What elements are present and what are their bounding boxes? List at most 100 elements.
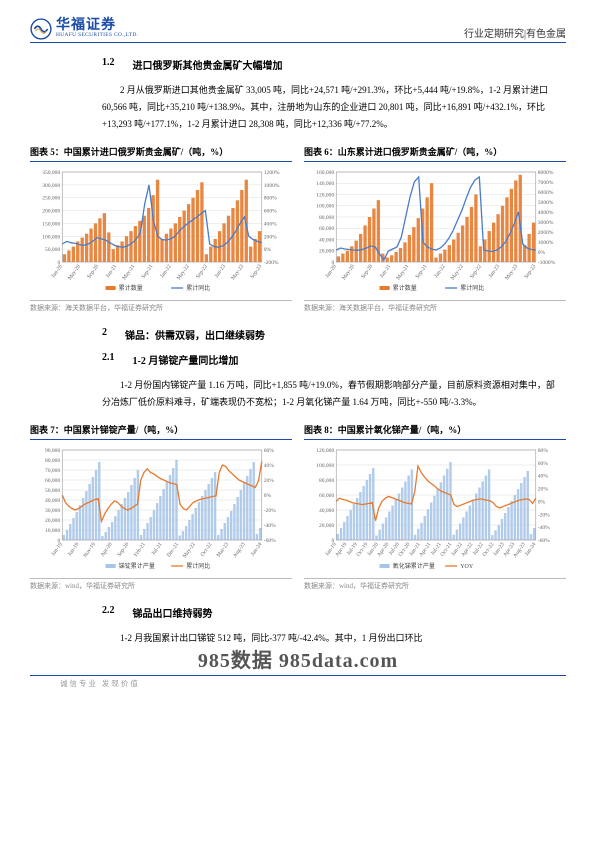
chart-5: 图表 5：中国累计进口俄罗斯贵金属矿/（吨，%） 050,000100,0001… [30,145,292,313]
chart-6-source: 数据来源：海关数据平台，华福证券研究所 [304,300,566,313]
chart-5-svg: 050,000100,000150,000200,000250,000300,0… [30,166,292,296]
chart-row-5-6: 图表 5：中国累计进口俄罗斯贵金属矿/（吨，%） 050,000100,0001… [30,145,566,313]
section-num: 2.2 [102,605,115,620]
chart-5-source: 数据来源：海关数据平台，华福证券研究所 [30,300,292,313]
svg-text:100,000: 100,000 [42,235,60,241]
svg-text:20,000: 20,000 [319,249,334,255]
svg-text:140,000: 140,000 [316,182,334,188]
svg-text:1200%: 1200% [264,170,280,176]
svg-text:-40%: -40% [264,523,276,529]
svg-text:20,000: 20,000 [319,523,334,529]
section-num: 2 [102,327,107,342]
chart-8-source: 数据来源：wind，华福证券研究所 [304,578,566,591]
svg-text:40,000: 40,000 [319,238,334,244]
section-title: 锑品出口维持弱势 [133,605,213,620]
svg-text:50,000: 50,000 [45,488,60,494]
svg-text:80,000: 80,000 [319,215,334,221]
svg-text:20,000: 20,000 [45,518,60,524]
logo-text-en: HUAFU SECURITIES CO.,LTD. [56,33,138,39]
svg-text:60%: 60% [538,461,549,467]
svg-text:40%: 40% [264,463,275,469]
svg-text:6000%: 6000% [538,190,554,196]
svg-text:60,000: 60,000 [319,227,334,233]
chart-row-7-8: 图表 7：中国累计锑锭产量/（吨，%） 010,00020,00030,0004… [30,423,566,591]
chart-7-svg: 010,00020,00030,00040,00050,00060,00070,… [30,444,292,574]
svg-text:100,000: 100,000 [316,204,334,210]
svg-text:300,000: 300,000 [42,183,60,189]
svg-text:10,000: 10,000 [45,528,60,534]
chart-8-svg: 020,00040,00060,00080,000100,000120,000-… [304,444,566,574]
svg-text:2000%: 2000% [538,230,554,236]
svg-text:20%: 20% [538,487,549,493]
svg-text:200,000: 200,000 [42,209,60,215]
svg-text:400%: 400% [264,222,277,228]
svg-text:累计数量: 累计数量 [119,284,143,292]
svg-text:90,000: 90,000 [45,448,60,454]
logo-text-cn: 华福证券 [56,19,138,33]
svg-text:160,000: 160,000 [316,170,334,176]
chart-6-title: 图表 6：山东累计进口俄罗斯贵金属矿/（吨，%） [304,145,566,162]
svg-text:5000%: 5000% [538,200,554,206]
svg-text:锑锭累计产量: 锑锭累计产量 [119,562,155,570]
svg-text:150,000: 150,000 [42,222,60,228]
svg-text:4000%: 4000% [538,210,554,216]
svg-text:200%: 200% [264,235,277,241]
svg-text:50,000: 50,000 [45,247,60,253]
svg-text:40,000: 40,000 [319,508,334,514]
svg-text:80,000: 80,000 [45,458,60,464]
section-2-2-heading: 2.2 锑品出口维持弱势 [102,605,566,620]
svg-text:3000%: 3000% [538,220,554,226]
section-2-1-body: 1-2 月份国内锑锭产量 1.16 万吨，同比+1,855 吨/+19.0%，春… [102,377,556,411]
footer-divider [30,675,566,676]
svg-text:350,000: 350,000 [42,170,60,176]
svg-text:-60%: -60% [264,538,276,544]
watermark: 985数据 985data.com [0,644,596,673]
svg-text:30,000: 30,000 [45,508,60,514]
svg-text:0%: 0% [264,247,272,253]
chart-7: 图表 7：中国累计锑锭产量/（吨，%） 010,00020,00030,0004… [30,423,292,591]
logo: 华福证券 HUAFU SECURITIES CO.,LTD. [30,18,138,40]
svg-text:40%: 40% [538,474,549,480]
svg-text:80,000: 80,000 [319,478,334,484]
page-header: 华福证券 HUAFU SECURITIES CO.,LTD. 行业定期研究|有色… [30,18,566,43]
svg-text:-200%: -200% [264,260,279,266]
svg-text:800%: 800% [264,196,277,202]
svg-text:250,000: 250,000 [42,196,60,202]
chart-7-source: 数据来源：wind，华福证券研究所 [30,578,292,591]
svg-text:-1000%: -1000% [538,260,556,266]
svg-text:累计同比: 累计同比 [186,284,210,292]
huafu-logo-icon [30,18,52,40]
svg-text:YOY: YOY [460,564,474,570]
chart-8-title: 图表 8：中国累计氧化锑产量/（吨，%） [304,423,566,440]
svg-text:8000%: 8000% [538,170,554,176]
svg-text:20%: 20% [264,478,275,484]
section-1-2-body: 2 月从俄罗斯进口其他贵金属矿 33,005 吨，同比+24,571 吨/+29… [102,82,556,133]
chart-7-title: 图表 7：中国累计锑锭产量/（吨，%） [30,423,292,440]
chart-6-svg: 020,00040,00060,00080,000100,000120,0001… [304,166,566,296]
svg-text:40,000: 40,000 [45,498,60,504]
svg-text:累计同比: 累计同比 [186,562,210,570]
svg-text:600%: 600% [264,209,277,215]
section-1-2-heading: 1.2 进口俄罗斯其他贵金属矿大幅增加 [102,57,566,72]
svg-text:0%: 0% [538,250,546,256]
svg-text:累计数量: 累计数量 [393,284,417,292]
svg-text:60,000: 60,000 [319,493,334,499]
svg-text:-20%: -20% [538,513,550,519]
header-category: 行业定期研究|有色金属 [464,25,566,40]
svg-text:80%: 80% [538,448,549,454]
chart-8: 图表 8：中国累计氧化锑产量/（吨，%） 020,00040,00060,000… [304,423,566,591]
section-2-heading: 2 锑品：供需双弱，出口继续弱势 [102,327,566,342]
chart-6: 图表 6：山东累计进口俄罗斯贵金属矿/（吨，%） 020,00040,00060… [304,145,566,313]
svg-text:-40%: -40% [538,526,550,532]
section-title: 锑品：供需双弱，出口继续弱势 [125,327,265,342]
section-num: 2.1 [102,352,115,367]
svg-text:60%: 60% [264,448,275,454]
svg-text:-60%: -60% [538,538,550,544]
footer-text: 诚信专业 发现价值 [60,678,596,689]
section-num: 1.2 [102,57,115,72]
svg-text:60,000: 60,000 [45,478,60,484]
svg-text:70,000: 70,000 [45,468,60,474]
svg-text:累计同比: 累计同比 [460,284,484,292]
svg-text:120,000: 120,000 [316,193,334,199]
svg-text:氧化锑累计产量: 氧化锑累计产量 [393,562,435,570]
